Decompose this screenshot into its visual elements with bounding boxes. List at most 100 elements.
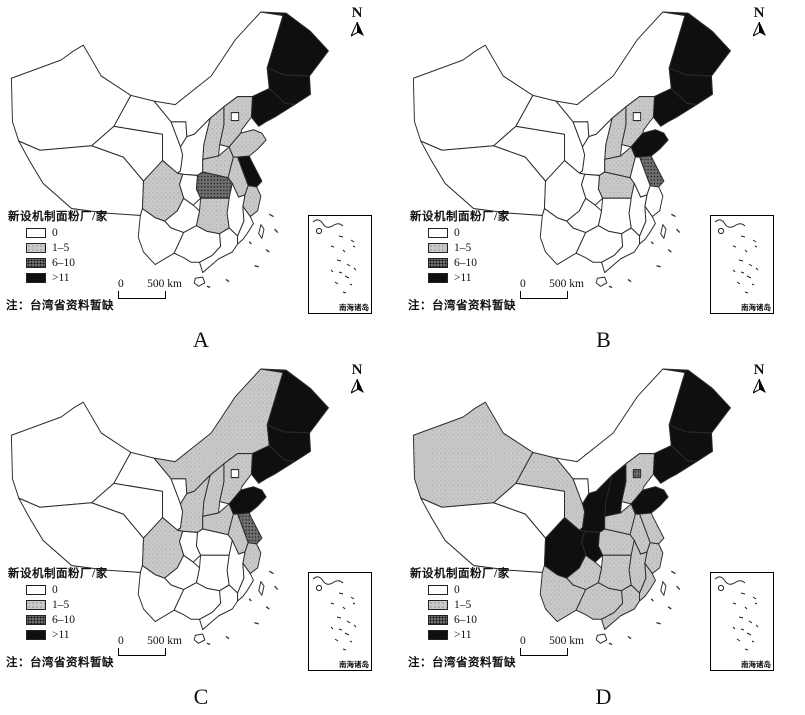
legend-label-gt11: >11	[52, 272, 70, 284]
province-taiwan	[660, 581, 667, 596]
scale-bar-rule	[118, 291, 166, 299]
scale-end: 500 km	[147, 278, 182, 290]
legend-label-gt11: >11	[454, 629, 472, 641]
china-province-map	[412, 368, 731, 646]
legend-row: 0	[428, 227, 510, 239]
scale-end: 500 km	[549, 278, 584, 290]
taiwan-data-note: 注：台湾省资料暂缺	[408, 657, 516, 669]
legend-row: 0	[26, 227, 108, 239]
legend-row: 1–5	[428, 242, 510, 254]
inset-label: 南海诸岛	[741, 659, 771, 669]
legend-row: 6–10	[428, 614, 510, 626]
north-arrow-icon	[350, 22, 364, 37]
legend-swatch-gt11	[428, 273, 448, 283]
taiwan-data-note: 注：台湾省资料暂缺	[408, 300, 516, 312]
legend-row: >11	[428, 629, 510, 641]
china-province-map	[412, 11, 731, 289]
panel-label-a: A	[193, 327, 209, 352]
legend-swatch-1-5	[26, 243, 46, 253]
legend-label-gt11: >11	[52, 629, 70, 641]
legend-swatch-gt11	[428, 630, 448, 640]
north-arrow-icon	[752, 22, 766, 37]
province-guangdong	[601, 584, 641, 631]
legend-row: >11	[26, 629, 108, 641]
china-map-a	[4, 4, 338, 292]
offshore-islands	[206, 570, 279, 646]
inset-south-china-sea: 南海诸岛	[710, 572, 774, 671]
scale-bar: 0 500 km	[520, 278, 590, 299]
panel-label-c: C	[193, 684, 209, 709]
china-province-map	[10, 368, 329, 646]
province-guangdong	[199, 227, 239, 274]
province-beijing	[230, 469, 240, 479]
inset-label: 南海诸岛	[741, 302, 771, 312]
offshore-islands	[608, 213, 681, 289]
province-hainan	[595, 276, 608, 287]
north-indicator: N	[348, 363, 366, 394]
map-panel-c: N 新设机制面粉厂/家 0 1–5 6–10 >11 注：台湾省资料暂缺 0 50…	[0, 357, 402, 715]
north-label: N	[753, 5, 765, 21]
legend-label-6-10: 6–10	[52, 257, 75, 269]
province-guangdong	[601, 227, 641, 274]
legend-label-1-5: 1–5	[52, 599, 70, 611]
legend-row: 1–5	[26, 242, 108, 254]
map-panel-b: N 新设机制面粉厂/家 0 1–5 6–10 >11 注：台湾省资料暂缺 0 50…	[402, 0, 805, 357]
province-taiwan	[258, 224, 265, 239]
province-beijing	[632, 112, 642, 122]
legend-title: 新设机制面粉厂/家	[410, 211, 510, 223]
legend-title: 新设机制面粉厂/家	[410, 568, 510, 580]
scale-bar-rule	[520, 648, 568, 656]
north-indicator: N	[750, 6, 768, 37]
south-china-sea-islands	[312, 219, 357, 294]
scale-start: 0	[118, 278, 124, 290]
south-china-sea-islands	[714, 219, 759, 294]
north-arrow-icon	[752, 379, 766, 394]
province-beijing	[230, 112, 240, 122]
legend-swatch-1-5	[428, 600, 448, 610]
inset-south-china-sea: 南海诸岛	[308, 572, 372, 671]
legend-label-0: 0	[454, 584, 460, 596]
province-fujian	[237, 205, 254, 245]
scale-bar-rule	[520, 291, 568, 299]
legend-label-6-10: 6–10	[454, 257, 477, 269]
map-panel-d: N 新设机制面粉厂/家 0 1–5 6–10 >11 注：台湾省资料暂缺 0 50…	[402, 357, 805, 715]
panel-label-d: D	[595, 684, 612, 709]
legend-swatch-0	[428, 228, 448, 238]
legend-swatch-gt11	[26, 273, 46, 283]
province-guangdong	[199, 584, 239, 631]
legend-row: 6–10	[428, 257, 510, 269]
legend-label-1-5: 1–5	[454, 599, 472, 611]
legend-label-0: 0	[454, 227, 460, 239]
legend-label-1-5: 1–5	[454, 242, 472, 254]
north-arrow-icon	[350, 379, 364, 394]
map-panel-a: N 新设机制面粉厂/家 0 1–5 6–10 >11 注：台湾省资料暂缺 0 50…	[0, 0, 402, 357]
north-indicator: N	[348, 6, 366, 37]
scale-end: 500 km	[147, 635, 182, 647]
legend-label-1-5: 1–5	[52, 242, 70, 254]
inset-south-china-sea: 南海诸岛	[710, 215, 774, 314]
south-china-sea-islands	[714, 576, 759, 651]
province-taiwan	[660, 224, 667, 239]
panel-label-b: B	[596, 327, 611, 352]
inset-label: 南海诸岛	[339, 302, 369, 312]
scale-start: 0	[520, 278, 526, 290]
legend-swatch-6-10	[428, 615, 448, 625]
legend-title: 新设机制面粉厂/家	[8, 211, 108, 223]
north-indicator: N	[750, 363, 768, 394]
legend-label-gt11: >11	[454, 272, 472, 284]
scale-end: 500 km	[549, 635, 584, 647]
inset-label: 南海诸岛	[339, 659, 369, 669]
inset-south-china-sea: 南海诸岛	[308, 215, 372, 314]
scale-start: 0	[118, 635, 124, 647]
province-fujian	[639, 205, 656, 245]
south-china-sea-islands	[312, 576, 357, 651]
legend-row: 6–10	[26, 614, 108, 626]
scale-bar: 0 500 km	[520, 635, 590, 656]
north-label: N	[351, 5, 363, 21]
legend-label-0: 0	[52, 227, 58, 239]
legend: 新设机制面粉厂/家 0 1–5 6–10 >11	[410, 208, 510, 284]
legend-swatch-1-5	[26, 600, 46, 610]
legend-row: 6–10	[26, 257, 108, 269]
